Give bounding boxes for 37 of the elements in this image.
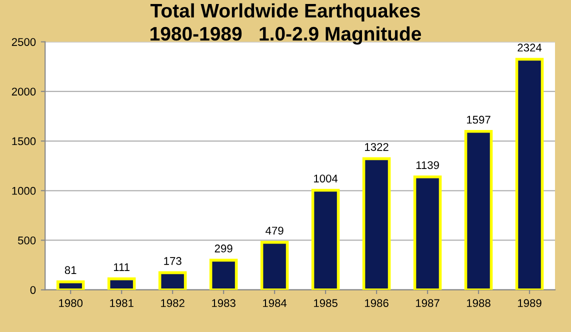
y-tick-label: 0 <box>30 286 36 294</box>
bar <box>260 240 289 290</box>
y-tick-label: 2000 <box>12 88 36 96</box>
data-label: 1004 <box>314 174 338 182</box>
x-tick-label: 1980 <box>59 299 83 308</box>
chart-title: Total Worldwide Earthquakes 1980-1989 1.0-2.9 Magnitude <box>150 3 422 45</box>
bar <box>56 280 85 290</box>
y-tick-label: 1500 <box>12 137 36 146</box>
data-label: 2324 <box>518 44 542 52</box>
bar <box>209 258 238 290</box>
x-tick-label: 1987 <box>416 299 440 308</box>
y-tick-label: 1000 <box>12 186 36 195</box>
x-tick-label: 1985 <box>314 299 338 308</box>
bar <box>464 130 493 290</box>
bar <box>158 271 187 290</box>
data-label: 479 <box>266 226 284 235</box>
bar <box>311 188 340 290</box>
x-tick-label: 1983 <box>212 299 236 308</box>
x-tick-label: 1986 <box>365 299 388 308</box>
data-label: 299 <box>214 244 232 252</box>
data-label: 1597 <box>467 116 490 124</box>
data-label: 111 <box>114 263 130 271</box>
data-label: 81 <box>64 266 76 274</box>
x-tick-label: 1981 <box>110 299 134 308</box>
x-tick-label: 1984 <box>263 299 287 308</box>
bar <box>362 157 391 290</box>
x-tick-label: 1988 <box>467 299 490 308</box>
data-label: 1322 <box>365 143 388 151</box>
y-tick-label: 500 <box>18 236 36 244</box>
x-tick-label: 1989 <box>518 299 542 308</box>
y-tick-label: 2500 <box>12 38 36 46</box>
data-label: 1139 <box>416 161 439 170</box>
data-label: 173 <box>164 257 182 265</box>
bar <box>107 277 136 290</box>
bar <box>515 58 544 290</box>
x-tick-label: 1982 <box>161 299 184 308</box>
bar <box>413 175 442 290</box>
